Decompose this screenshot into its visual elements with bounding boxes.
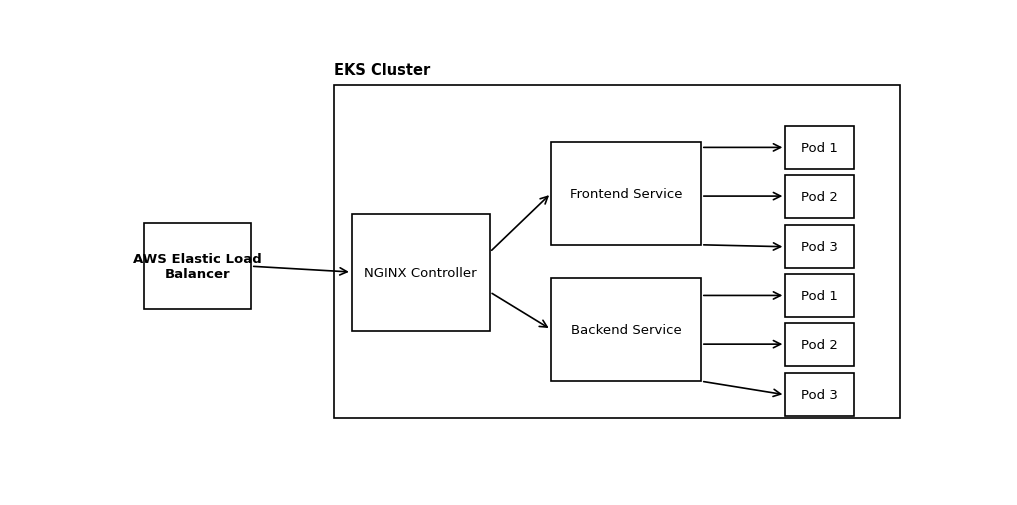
Text: NGINX Controller: NGINX Controller (364, 266, 477, 279)
FancyBboxPatch shape (785, 374, 854, 417)
FancyBboxPatch shape (334, 86, 900, 418)
FancyBboxPatch shape (785, 323, 854, 366)
FancyBboxPatch shape (144, 224, 251, 310)
FancyBboxPatch shape (785, 226, 854, 269)
FancyBboxPatch shape (551, 278, 701, 381)
Text: Pod 1: Pod 1 (801, 289, 838, 302)
Text: Pod 1: Pod 1 (801, 141, 838, 155)
Text: EKS Cluster: EKS Cluster (334, 63, 430, 78)
Text: Pod 2: Pod 2 (801, 338, 838, 351)
FancyBboxPatch shape (352, 214, 490, 331)
FancyBboxPatch shape (785, 175, 854, 218)
Text: Pod 2: Pod 2 (801, 190, 838, 203)
Text: Pod 3: Pod 3 (801, 241, 838, 254)
FancyBboxPatch shape (551, 142, 701, 245)
Text: AWS Elastic Load
Balancer: AWS Elastic Load Balancer (133, 252, 262, 281)
FancyBboxPatch shape (785, 127, 854, 170)
Text: Pod 3: Pod 3 (801, 388, 838, 401)
Text: Frontend Service: Frontend Service (570, 187, 682, 200)
Text: Backend Service: Backend Service (571, 323, 681, 336)
FancyBboxPatch shape (785, 274, 854, 317)
